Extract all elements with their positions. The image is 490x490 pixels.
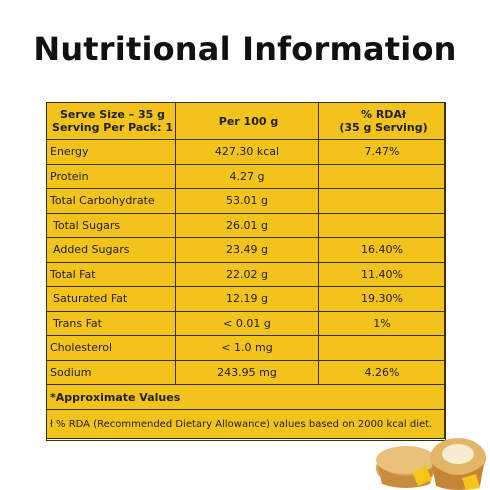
table-row: Sodium 243.95 mg 4.26% [46, 359, 446, 385]
per-100g-value: < 1.0 mg [175, 335, 319, 361]
nutrient-name: Total Sugars [46, 212, 176, 238]
nutrient-name: Sodium [46, 359, 176, 385]
rda-value: 19.30% [318, 286, 446, 312]
rda-header: % RDAł (35 g Serving) [318, 102, 446, 140]
per-100g-header: Per 100 g [175, 102, 319, 140]
rda-value: 1% [318, 310, 446, 336]
per-100g-value: 427.30 kcal [175, 139, 319, 165]
per-100g-value: 22.02 g [175, 261, 319, 287]
page-title: Nutritional Information [33, 30, 457, 68]
per-100g-value: 53.01 g [175, 188, 319, 214]
table-row: Protein 4.27 g [46, 163, 446, 189]
serve-size-header: Serve Size – 35 g Serving Per Pack: 1 [46, 102, 176, 140]
nutrient-name: Total Fat [46, 261, 176, 287]
rda-header-line1: % RDAł [360, 108, 407, 121]
nutrient-name: Total Carbohydrate [46, 188, 176, 214]
nutrient-name: Energy [46, 139, 176, 165]
footnote-row: ł % RDA (Recommended Dietary Allowance) … [46, 409, 446, 441]
table-header-row: Serve Size – 35 g Serving Per Pack: 1 Pe… [46, 102, 446, 140]
rda-value [318, 212, 446, 238]
pastry-image [376, 438, 486, 490]
per-100g-value: 23.49 g [175, 237, 319, 263]
table-row: Cholesterol < 1.0 mg [46, 335, 446, 361]
per-100g-value: 12.19 g [175, 286, 319, 312]
table-row: Added Sugars 23.49 g 16.40% [46, 237, 446, 263]
rda-value [318, 163, 446, 189]
footnote-row: *Approximate Values [46, 384, 446, 410]
nutrient-name: Trans Fat [46, 310, 176, 336]
rda-value [318, 335, 446, 361]
nutrient-name: Protein [46, 163, 176, 189]
per-100g-value: 4.27 g [175, 163, 319, 189]
rda-value: 16.40% [318, 237, 446, 263]
table-row: Energy 427.30 kcal 7.47% [46, 139, 446, 165]
rda-value [318, 188, 446, 214]
rda-footnote: ł % RDA (Recommended Dietary Allowance) … [46, 409, 446, 441]
table-row: Total Sugars 26.01 g [46, 212, 446, 238]
nutrient-name: Cholesterol [46, 335, 176, 361]
per-100g-value: 243.95 mg [175, 359, 319, 385]
rda-header-line2: (35 g Serving) [339, 121, 428, 134]
rda-value: 11.40% [318, 261, 446, 287]
servings-per-pack-label: Serving Per Pack: 1 [52, 121, 173, 134]
nutrient-name: Added Sugars [46, 237, 176, 263]
table-row: Total Fat 22.02 g 11.40% [46, 261, 446, 287]
serve-size-label: Serve Size – 35 g [60, 108, 165, 121]
rda-value: 4.26% [318, 359, 446, 385]
per-100g-value: 26.01 g [175, 212, 319, 238]
approximate-values-note: *Approximate Values [46, 384, 446, 410]
rda-value: 7.47% [318, 139, 446, 165]
table-row: Total Carbohydrate 53.01 g [46, 188, 446, 214]
table-row: Saturated Fat 12.19 g 19.30% [46, 286, 446, 312]
nutrient-name: Saturated Fat [46, 286, 176, 312]
nutrition-table: Serve Size – 35 g Serving Per Pack: 1 Pe… [46, 102, 446, 441]
table-row: Trans Fat < 0.01 g 1% [46, 310, 446, 336]
per-100g-value: < 0.01 g [175, 310, 319, 336]
